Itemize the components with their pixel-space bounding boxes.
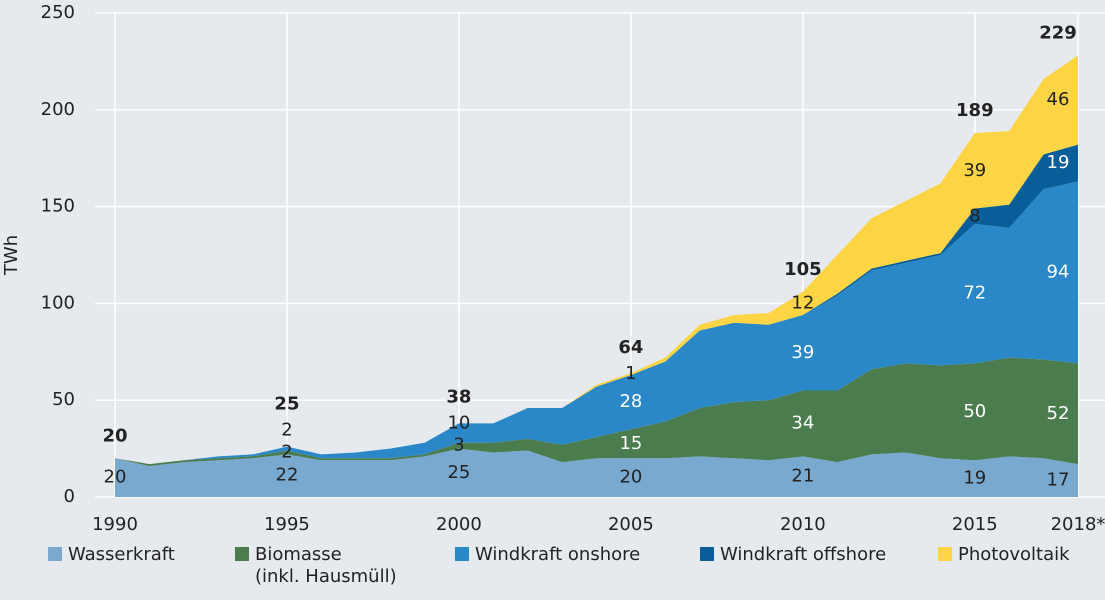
area (115, 448, 1078, 497)
y-tick-label: 200 (41, 99, 75, 120)
value-label: 1 (625, 363, 636, 384)
x-tick-label: 1995 (264, 514, 310, 535)
legend-swatch (938, 547, 952, 561)
value-label: 20 (619, 467, 642, 488)
x-tick-label: 2018* (1051, 514, 1105, 535)
value-label: 25 (447, 462, 470, 483)
value-label: 34 (791, 412, 814, 433)
value-label: 19 (1047, 152, 1070, 173)
y-axis-label: TWh (1, 235, 22, 276)
value-label: 2 (281, 419, 292, 440)
value-label: 46 (1047, 89, 1070, 110)
x-tick-label: 2000 (436, 514, 482, 535)
value-label: 94 (1047, 261, 1070, 282)
value-label: 39 (791, 342, 814, 363)
legend-label: Windkraft onshore (475, 544, 640, 565)
value-label: 10 (447, 413, 470, 434)
y-tick-label: 100 (41, 292, 75, 313)
total-label: 105 (784, 259, 822, 280)
area (115, 181, 1078, 465)
value-label: 28 (619, 391, 642, 412)
x-tick-label: 2010 (780, 514, 826, 535)
legend-swatch (455, 547, 469, 561)
value-label: 15 (619, 433, 642, 454)
total-label: 20 (102, 425, 127, 446)
legend-label: Photovoltaik (958, 544, 1070, 565)
value-label: 21 (791, 466, 814, 487)
x-tick-label: 2005 (608, 514, 654, 535)
area (115, 357, 1078, 467)
x-tick-label: 2015 (952, 514, 998, 535)
x-tick-label: 1990 (92, 514, 138, 535)
legend-swatch (700, 547, 714, 561)
y-tick-label: 250 (41, 2, 75, 23)
value-label: 12 (791, 292, 814, 313)
legend-swatch (48, 547, 62, 561)
value-label: 22 (276, 465, 299, 486)
total-label: 229 (1039, 23, 1077, 44)
y-tick-label: 50 (52, 389, 75, 410)
legend-swatch (235, 547, 249, 561)
value-label: 19 (963, 468, 986, 489)
value-label: 20 (104, 467, 127, 488)
legend-label: Windkraft offshore (720, 544, 886, 565)
total-label: 64 (618, 337, 643, 358)
total-label: 25 (274, 393, 299, 414)
value-label: 3 (453, 435, 464, 456)
legend-label: Biomasse (inkl. Hausmüll) (255, 544, 397, 587)
value-label: 52 (1047, 403, 1070, 424)
value-label: 8 (969, 205, 980, 226)
value-label: 39 (963, 160, 986, 181)
total-label: 189 (956, 100, 994, 121)
total-label: 38 (446, 387, 471, 408)
value-label: 50 (963, 401, 986, 422)
legend-label: Wasserkraft (68, 544, 175, 565)
area (115, 55, 1078, 465)
value-label: 72 (963, 283, 986, 304)
y-tick-label: 0 (64, 486, 75, 507)
value-label: 17 (1047, 470, 1070, 491)
y-tick-label: 150 (41, 196, 75, 217)
value-label: 2 (281, 441, 292, 462)
